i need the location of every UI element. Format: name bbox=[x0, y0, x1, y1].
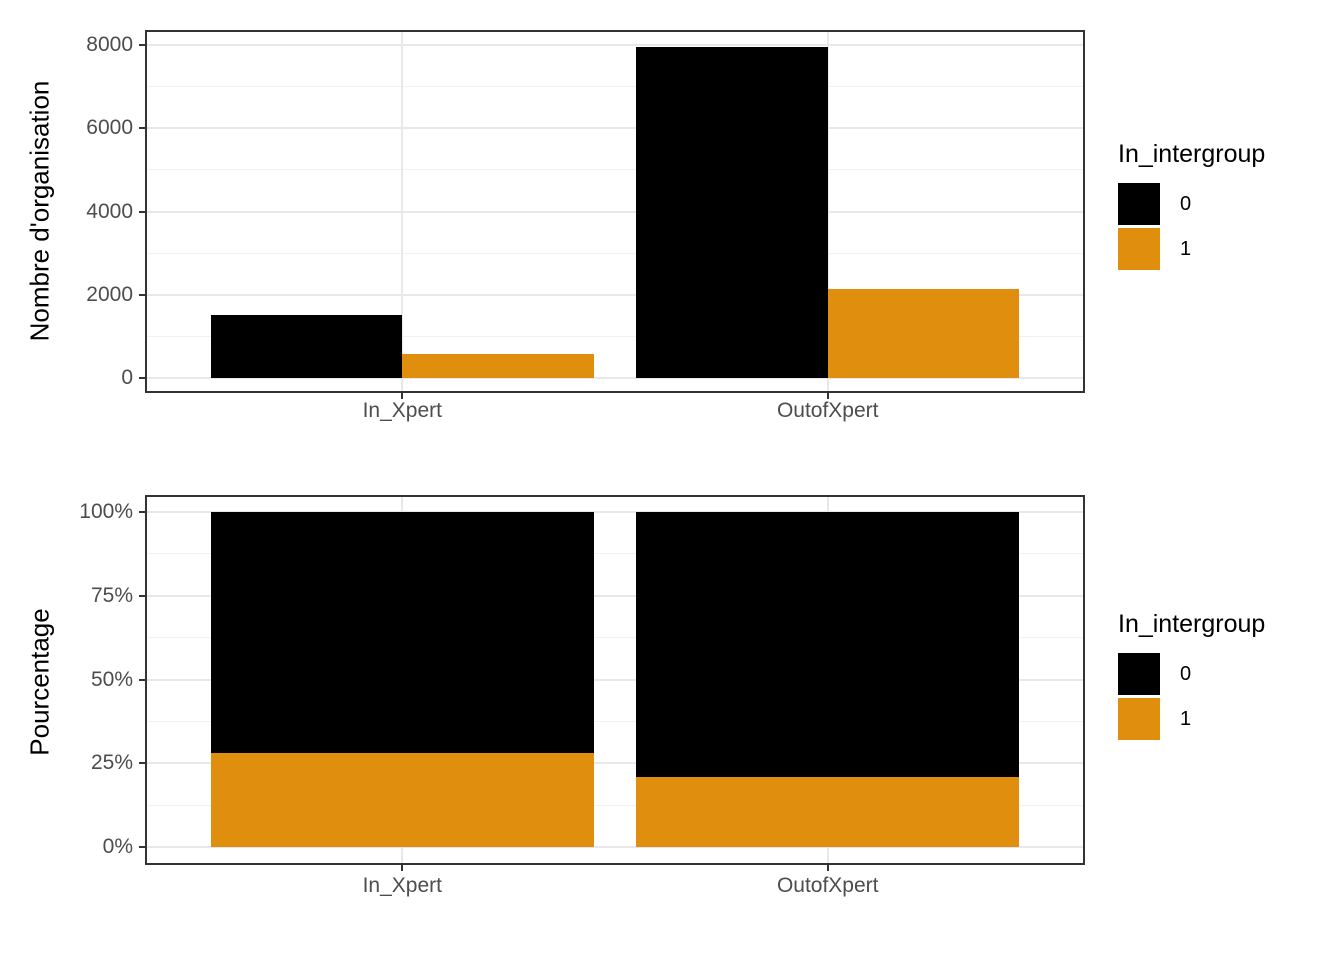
gridline-major-horizontal bbox=[147, 846, 1083, 848]
x-tick-label: In_Xpert bbox=[362, 874, 442, 897]
legend-swatch-black bbox=[1118, 653, 1160, 695]
bar-In_Xpert-group-0 bbox=[210, 315, 403, 378]
x-tick-label: OutofXpert bbox=[776, 874, 879, 897]
y-tick-mark bbox=[139, 377, 145, 379]
y-tick-label: 50% bbox=[90, 667, 133, 691]
y-tick-label: 2000 bbox=[86, 282, 133, 306]
gridline-minor-horizontal bbox=[147, 335, 1083, 337]
legend-title: In_intergroup bbox=[1118, 140, 1266, 168]
y-tick-label: 0% bbox=[102, 835, 133, 858]
gridline-major-vertical bbox=[826, 32, 829, 391]
y-tick-mark bbox=[139, 511, 145, 513]
bar-In_Xpert-group-1 bbox=[402, 353, 594, 378]
gridline-major-horizontal bbox=[147, 678, 1083, 681]
legend-label: 1 bbox=[1180, 707, 1192, 730]
gridline-minor-horizontal bbox=[147, 252, 1083, 254]
legend-label: 1 bbox=[1180, 237, 1192, 260]
x-tick-label: In_Xpert bbox=[362, 399, 442, 422]
y-tick-mark bbox=[139, 293, 145, 296]
gridline-major-horizontal bbox=[147, 377, 1083, 379]
gridline-major-horizontal bbox=[147, 210, 1083, 213]
plot-panel bbox=[145, 495, 1085, 865]
gridline-minor-horizontal bbox=[147, 637, 1083, 639]
gridline-minor-horizontal bbox=[147, 553, 1083, 555]
gridline-major-horizontal bbox=[147, 511, 1083, 513]
legend: In_intergroup 0 1 bbox=[1118, 140, 1338, 273]
gridline-major-horizontal bbox=[147, 594, 1083, 597]
y-tick-mark bbox=[139, 210, 145, 213]
y-tick-mark bbox=[139, 846, 145, 848]
gridline-minor-horizontal bbox=[147, 169, 1083, 171]
gridline-major-vertical bbox=[401, 32, 404, 391]
x-tick-mark bbox=[401, 865, 404, 871]
gridline-major-horizontal bbox=[147, 44, 1083, 46]
bar-OutofXpert-group-0 bbox=[636, 47, 828, 378]
y-tick-mark bbox=[139, 678, 145, 681]
y-tick-mark bbox=[139, 762, 145, 765]
x-tick-mark bbox=[826, 865, 829, 871]
gridline-minor-horizontal bbox=[147, 86, 1083, 88]
legend-label: 0 bbox=[1180, 662, 1192, 685]
gridline-major-horizontal bbox=[147, 127, 1083, 130]
y-tick-label: 0 bbox=[121, 366, 133, 389]
chart-percentage: Pourcentage In_intergroup 0 1 0% 25% 50% 75… bbox=[0, 460, 1344, 960]
bar-segment-In_Xpert-group-1 bbox=[210, 753, 594, 847]
legend-item: 0 bbox=[1118, 183, 1338, 225]
x-tick-label: OutofXpert bbox=[776, 399, 879, 422]
gridline-minor-horizontal bbox=[147, 804, 1083, 806]
bar-segment-OutofXpert-group-1 bbox=[636, 776, 1020, 847]
gridline-minor-horizontal bbox=[147, 720, 1083, 722]
legend-label: 0 bbox=[1180, 192, 1192, 215]
y-tick-label: 6000 bbox=[86, 116, 133, 140]
y-tick-label: 100% bbox=[79, 500, 133, 523]
y-tick-mark bbox=[139, 594, 145, 597]
y-tick-mark bbox=[139, 127, 145, 130]
plot-panel bbox=[145, 30, 1085, 393]
bar-OutofXpert-group-1 bbox=[827, 289, 1020, 378]
x-tick-mark bbox=[826, 393, 829, 399]
legend-swatch-orange bbox=[1118, 698, 1160, 740]
legend-item: 1 bbox=[1118, 698, 1338, 740]
legend-swatch-orange bbox=[1118, 228, 1160, 270]
y-tick-label: 25% bbox=[90, 751, 133, 775]
y-tick-mark bbox=[139, 44, 145, 46]
y-tick-label: 8000 bbox=[86, 33, 133, 56]
y-tick-label: 75% bbox=[90, 583, 133, 607]
gridline-major-horizontal bbox=[147, 293, 1083, 296]
x-tick-mark bbox=[401, 393, 404, 399]
legend: In_intergroup 0 1 bbox=[1118, 610, 1338, 743]
legend-swatch-black bbox=[1118, 183, 1160, 225]
chart-counts: Nombre d'organisation In_intergroup 0 1 … bbox=[0, 0, 1344, 460]
legend-title: In_intergroup bbox=[1118, 610, 1266, 638]
bar-segment-OutofXpert-group-0 bbox=[636, 512, 1020, 777]
legend-item: 1 bbox=[1118, 228, 1338, 270]
gridline-major-horizontal bbox=[147, 762, 1083, 765]
y-tick-label: 4000 bbox=[86, 199, 133, 223]
legend-item: 0 bbox=[1118, 653, 1338, 695]
bar-segment-In_Xpert-group-0 bbox=[210, 512, 594, 754]
